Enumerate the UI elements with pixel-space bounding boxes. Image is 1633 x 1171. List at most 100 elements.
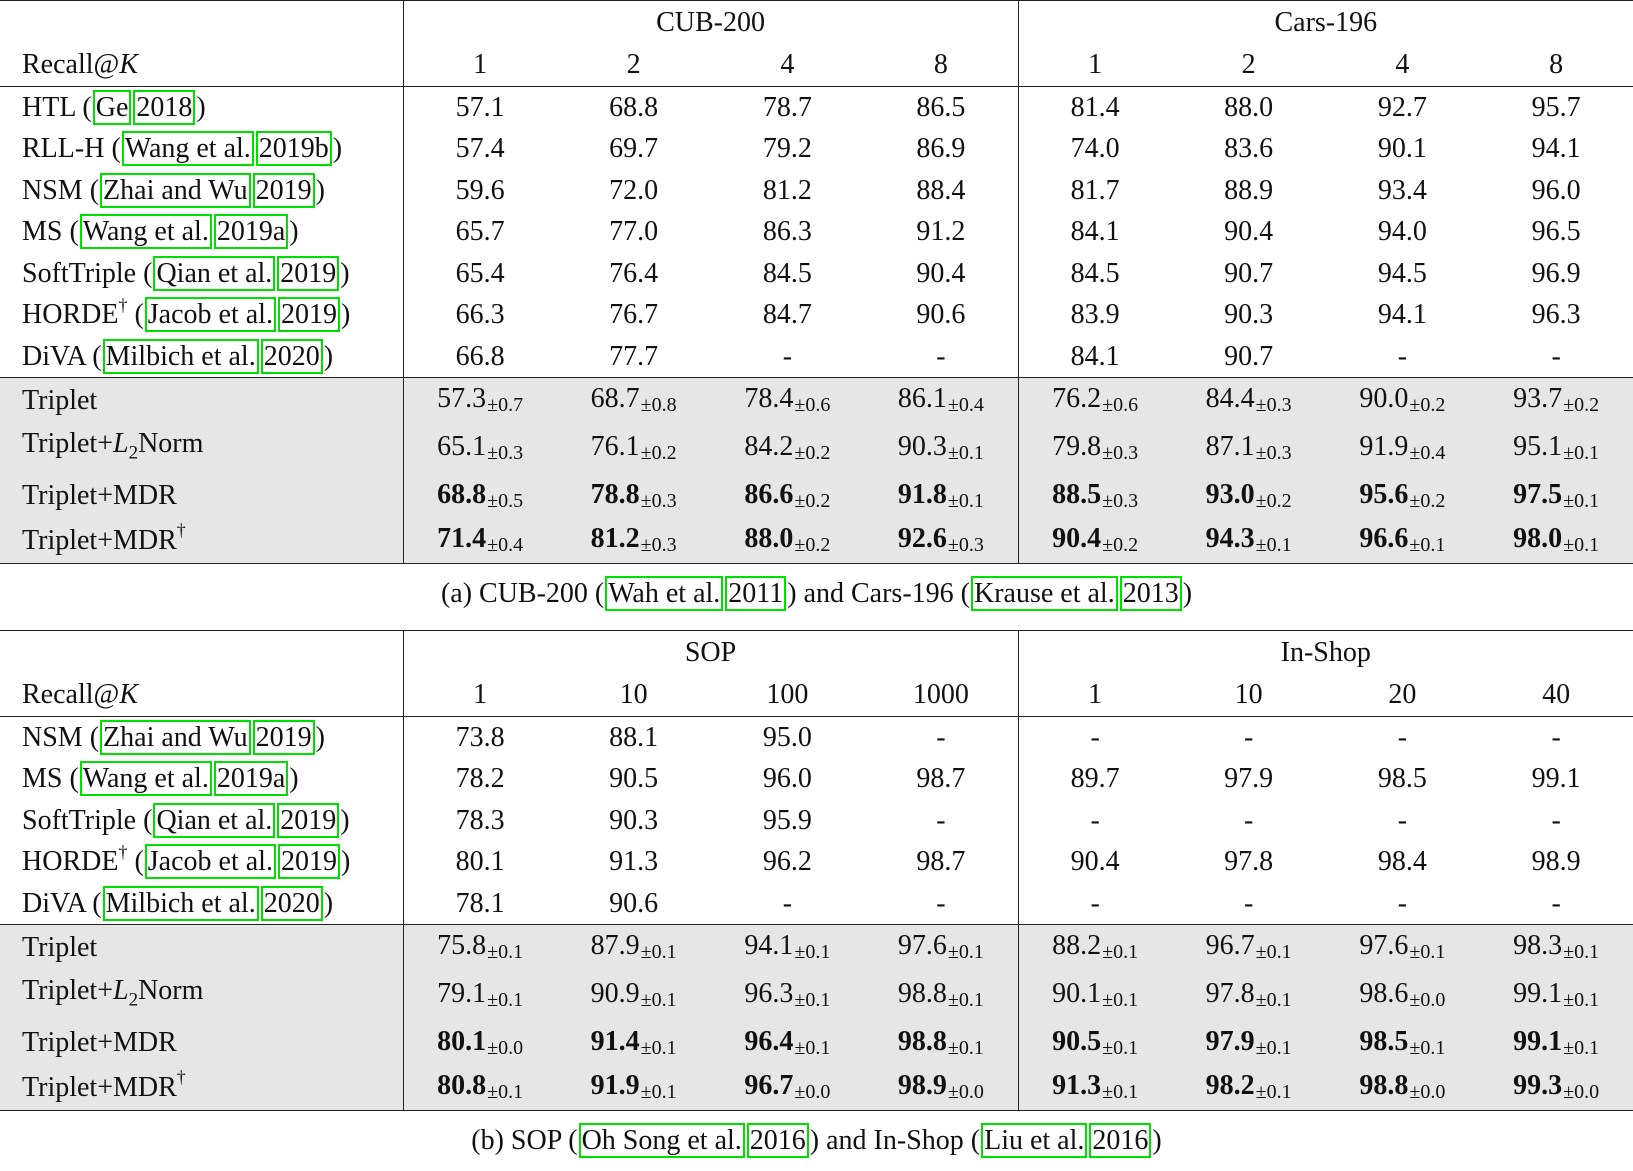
value: 90.9 (590, 977, 640, 1009)
metric-label: Recall@K (0, 44, 404, 87)
value-cell: 97.6±0.1 (864, 924, 1019, 970)
citation-year-link[interactable]: 2019b (255, 131, 332, 166)
value-cell: 77.0 (557, 211, 711, 253)
value-cell: 98.9 (1479, 841, 1633, 883)
caption-text: ) and Cars-196 ( (787, 577, 970, 609)
value-cell: 98.2±0.1 (1171, 1065, 1326, 1111)
k-text: 2 (1241, 49, 1256, 80)
value: 77.0 (609, 216, 659, 247)
citation-year-link[interactable]: 2020 (260, 885, 323, 921)
method-name: MS (22, 216, 63, 247)
value: 91.3 (609, 846, 659, 877)
proposed-method-row: Triplet 75.8±0.1 87.9±0.1 94.1±0.1 97.6±0.1 8… (0, 924, 1633, 970)
citation-year-link[interactable]: 2020 (260, 338, 323, 374)
citation-author-link[interactable]: Liu et al. (981, 1122, 1088, 1158)
value-cell: - (864, 799, 1019, 841)
value: 84.5 (762, 257, 812, 289)
citation-author-link[interactable]: Ge (92, 89, 132, 125)
std-dev: ±0.1 (1102, 1036, 1139, 1059)
value: 74.0 (1070, 133, 1120, 164)
citation-year-link[interactable]: 2019a (213, 214, 289, 249)
citation-year-link[interactable]: 2019a (213, 761, 289, 796)
value-cell: 95.9 (711, 800, 865, 842)
value-cell: 72.0 (557, 170, 711, 212)
citation-author-link[interactable]: Jacob et al. (144, 844, 276, 879)
value: - (1090, 804, 1100, 836)
results-table-panel-a: CUB-200 Cars-196 Recall@K 1 2 4 8 1 2 4 8 HTL (Ge 20… (0, 0, 1633, 611)
citation-author-link[interactable]: Wang et al. (79, 214, 212, 249)
value-cell: 66.3 (403, 294, 557, 336)
citation-author-link[interactable]: Oh Song et al. (578, 1122, 745, 1158)
value-cell: - (1479, 716, 1633, 758)
value-cell: - (1325, 335, 1480, 378)
dagger-mark: † (118, 294, 128, 315)
value-cell: 79.1±0.1 (403, 969, 557, 1021)
value: 97.8 (1224, 846, 1274, 877)
value-cell: 84.5 (1018, 253, 1172, 295)
std-dev: ±0.0 (794, 1081, 831, 1104)
value: 96.4 (744, 1025, 794, 1057)
value: 95.1 (1513, 430, 1563, 462)
std-dev: ±0.0 (487, 1036, 524, 1059)
value-cell: - (864, 882, 1019, 925)
citation-year-link[interactable]: 2019 (277, 844, 340, 879)
value: 87.9 (590, 930, 640, 961)
citation-author-link[interactable]: Zhai and Wu (100, 719, 251, 755)
citation-author-link[interactable]: Wang et al. (79, 761, 212, 796)
citation-author-link[interactable]: Milbich et al. (102, 338, 259, 374)
value-cell: 90.6 (864, 294, 1019, 336)
value-cell: 95.7 (1479, 86, 1633, 128)
value-cell: 80.1±0.0 (403, 1020, 557, 1066)
value: 68.8 (437, 478, 487, 510)
method-name: NSM (22, 174, 83, 206)
value: 88.4 (916, 174, 966, 206)
value: 96.3 (1531, 299, 1581, 330)
citation-year-link[interactable]: 2018 (133, 89, 196, 125)
citation-year-link[interactable]: 2016 (746, 1122, 809, 1158)
std-dev: ±0.7 (487, 394, 524, 416)
citation-author-link[interactable]: Krause et al. (970, 575, 1118, 611)
value-cell: 65.1±0.3 (403, 422, 557, 474)
citation-year-link[interactable]: 2019 (277, 297, 340, 332)
value: 90.3 (609, 804, 659, 836)
value-cell: 96.7±0.0 (710, 1065, 865, 1111)
k-text: 100 (766, 679, 809, 710)
citation-year-link[interactable]: 2019 (252, 172, 315, 208)
citation-author-link[interactable]: Wang et al. (121, 131, 254, 166)
value-cell: 90.4 (864, 252, 1019, 294)
std-dev: ±0.1 (487, 1081, 524, 1104)
citation-author-link[interactable]: Qian et al. (153, 802, 276, 838)
norm-text: Norm (138, 974, 204, 1006)
citation-year-link[interactable]: 2019 (277, 802, 340, 838)
k-text: 10 (619, 679, 648, 710)
caption-text: ) and In-Shop ( (809, 1124, 981, 1156)
citation-author-link[interactable]: Milbich et al. (102, 885, 259, 921)
citation-year-link[interactable]: 2011 (725, 575, 787, 611)
k-text: 8 (933, 49, 948, 80)
results-table: SOP In-Shop Recall@K 1 10 100 1000 1 10 20 40 NSM (… (0, 630, 1633, 1111)
std-dev: ±0.1 (1563, 988, 1600, 1011)
std-dev: ±0.1 (947, 441, 984, 464)
value: 98.8 (897, 977, 947, 1009)
value: 79.8 (1052, 430, 1102, 462)
citation-author-link[interactable]: Jacob et al. (144, 297, 276, 332)
citation-year-link[interactable]: 2019 (252, 719, 315, 755)
proposed-method-row: Triplet+L2Norm 79.1±0.1 90.9±0.1 96.3±0.1 98… (0, 969, 1633, 1021)
value: 96.9 (1531, 257, 1581, 289)
citation-year-link[interactable]: 2019 (277, 255, 340, 291)
citation-author-link[interactable]: Zhai and Wu (100, 172, 251, 208)
citation-year-link[interactable]: 2013 (1119, 575, 1182, 611)
value: 93.7 (1513, 383, 1563, 414)
value: 90.6 (916, 299, 966, 330)
value-cell: 93.4 (1326, 170, 1480, 212)
citation-year-link[interactable]: 2016 (1089, 1122, 1152, 1158)
value-cell: 79.8±0.3 (1018, 422, 1172, 474)
value-cell: 88.0±0.2 (710, 518, 865, 564)
value-cell: 97.6±0.1 (1325, 924, 1480, 970)
method-cell: SoftTriple (Qian et al. 2019) (0, 252, 404, 294)
citation-author-link[interactable]: Qian et al. (153, 255, 276, 291)
value: 96.2 (762, 846, 812, 877)
value-cell: 88.1 (557, 716, 711, 758)
method-name: Triplet (22, 384, 98, 416)
citation-author-link[interactable]: Wah et al. (605, 575, 724, 611)
